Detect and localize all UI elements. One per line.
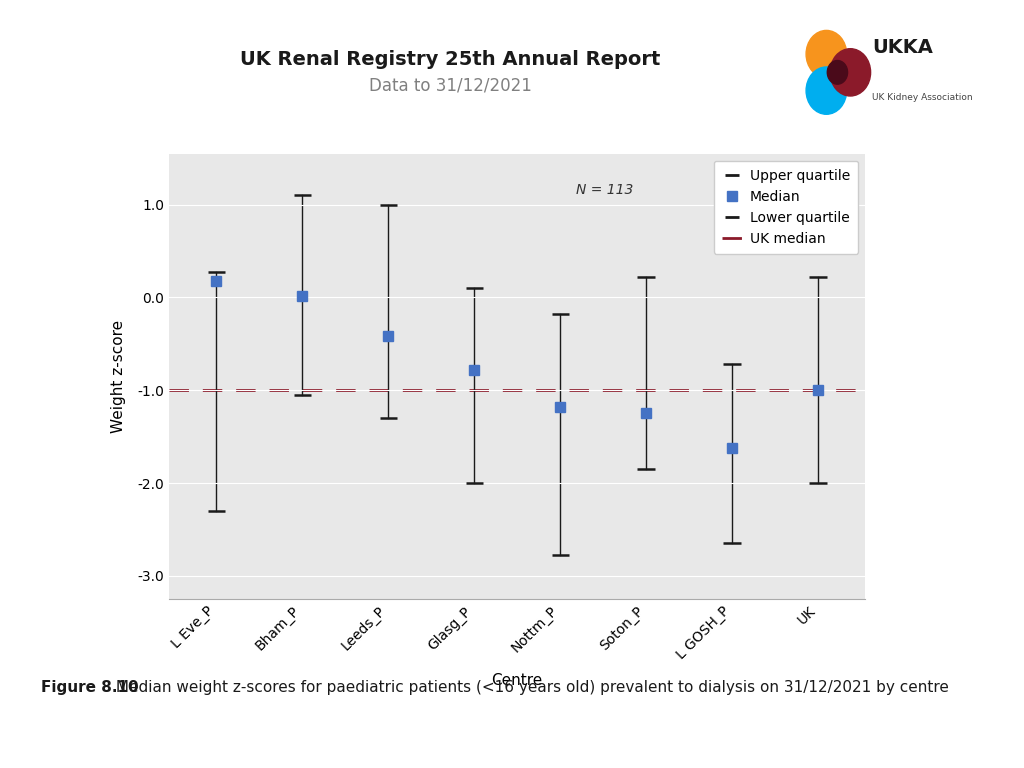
Circle shape bbox=[827, 61, 848, 84]
Circle shape bbox=[830, 48, 870, 96]
Circle shape bbox=[806, 31, 847, 78]
Text: Median weight z-scores for paediatric patients (<16 years old) prevalent to dial: Median weight z-scores for paediatric pa… bbox=[111, 680, 948, 695]
Y-axis label: Weight z-score: Weight z-score bbox=[112, 319, 126, 433]
Text: UKKA: UKKA bbox=[872, 38, 933, 57]
X-axis label: Centre: Centre bbox=[492, 674, 543, 688]
Text: Data to 31/12/2021: Data to 31/12/2021 bbox=[369, 77, 532, 94]
Text: N = 113: N = 113 bbox=[577, 183, 634, 197]
Text: UK Renal Registry 25th Annual Report: UK Renal Registry 25th Annual Report bbox=[241, 50, 660, 69]
Legend: Upper quartile, Median, Lower quartile, UK median: Upper quartile, Median, Lower quartile, … bbox=[714, 161, 858, 254]
Circle shape bbox=[806, 67, 847, 114]
Text: UK Kidney Association: UK Kidney Association bbox=[872, 93, 973, 101]
Text: Figure 8.10: Figure 8.10 bbox=[41, 680, 138, 695]
